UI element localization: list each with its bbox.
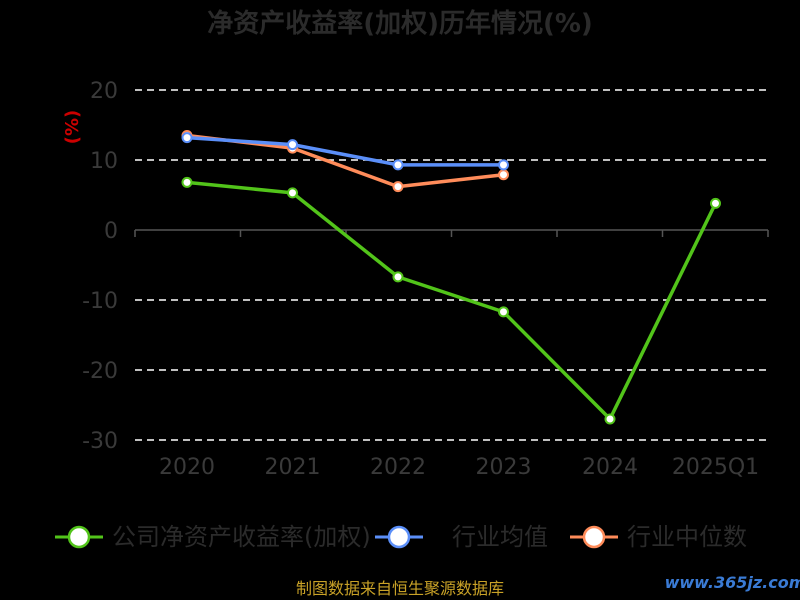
series-2-point: [392, 181, 404, 193]
y-tick-label: -10: [82, 289, 118, 314]
x-tick-label: 2021: [265, 455, 321, 480]
legend-label: 行业均值: [452, 523, 548, 551]
legend-item-0[interactable]: 公司净资产收益率(加权): [55, 523, 371, 551]
series-1-point: [287, 139, 298, 151]
legend-swatch-marker: [582, 525, 606, 549]
series-layer: [181, 130, 721, 425]
y-tick-label: -30: [82, 429, 118, 454]
legend[interactable]: 公司净资产收益率(加权) 行业均值 行业中位数: [55, 523, 747, 551]
grid-layer: [135, 89, 768, 441]
x-tick-label: 2023: [476, 455, 532, 480]
legend-label: 行业中位数: [627, 523, 747, 551]
y-tick-label: 0: [104, 219, 118, 244]
axis-layer: 20 10 0 -10 -20 -30 2020 2021 2022 2023 2024 2025Q1: [82, 79, 769, 480]
series-1-point: [498, 159, 509, 171]
watermark: www.365jz.com: [665, 573, 800, 592]
data-source-note: 制图数据来自恒生聚源数据库: [296, 579, 504, 598]
x-tick-label: 2024: [582, 455, 638, 480]
legend-label: 公司净资产收益率(加权): [112, 523, 371, 551]
y-axis-unit-label: (%): [62, 110, 83, 145]
series-2-line: [186, 133, 504, 189]
x-tick-label: 2022: [370, 455, 426, 480]
y-tick-label: 10: [90, 149, 118, 174]
series-0-point: [181, 176, 193, 188]
series-1-line: [186, 135, 504, 167]
chart-title: 净资产收益率(加权)历年情况(%): [207, 8, 593, 39]
legend-item-1[interactable]: 行业均值: [375, 523, 548, 551]
series-0-line: [186, 180, 718, 421]
x-tick-label: 2025Q1: [672, 455, 759, 480]
series-0-point: [287, 187, 298, 199]
legend-item-2[interactable]: 行业中位数: [570, 523, 747, 551]
series-0-point: [710, 197, 721, 209]
series-0-point: [604, 413, 616, 425]
series-2-point: [498, 169, 509, 181]
x-tick-label: 2020: [159, 455, 215, 480]
legend-swatch-marker: [387, 525, 411, 549]
y-tick-label: -20: [82, 359, 118, 384]
legend-swatch-marker: [67, 525, 91, 549]
series-0-point: [392, 271, 404, 283]
series-1-point: [392, 159, 404, 171]
series-1-point: [181, 132, 193, 144]
series-0-point: [498, 306, 509, 318]
y-tick-label: 20: [90, 79, 118, 104]
